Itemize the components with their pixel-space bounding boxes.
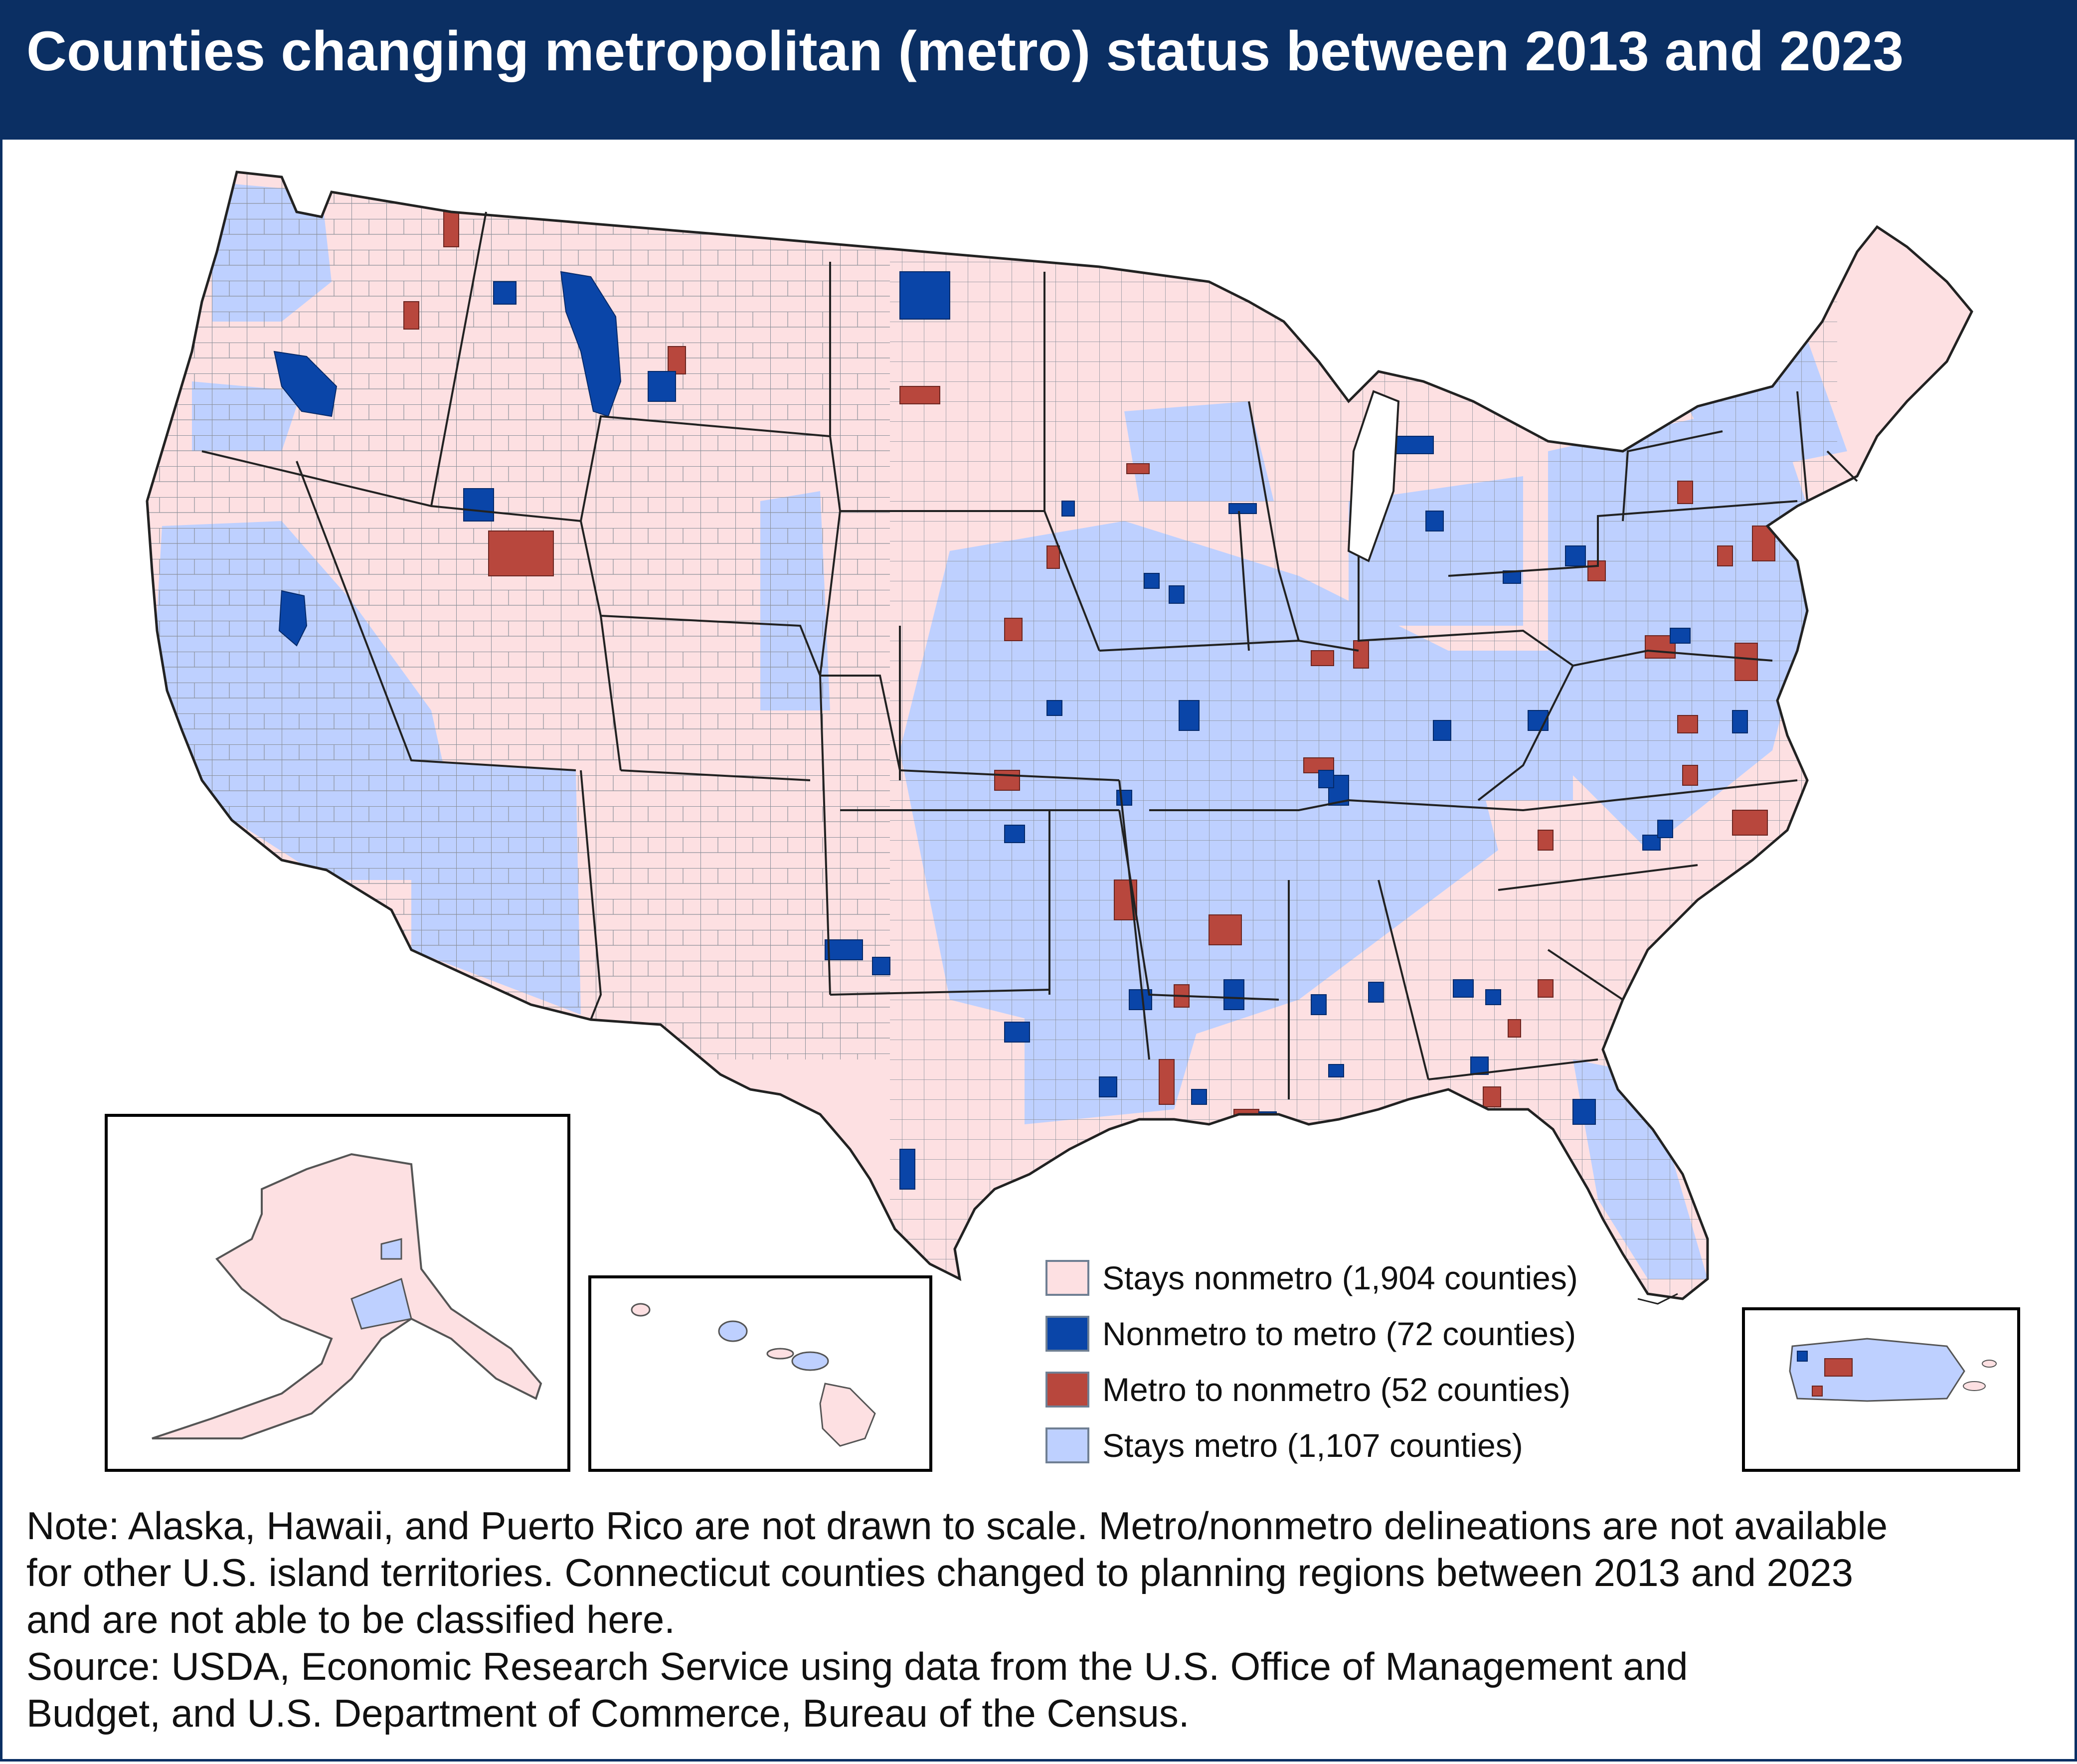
legend-label-stays-metro: Stays metro (1,107 counties) [1102, 1427, 1523, 1464]
florida-keys [1637, 1293, 1678, 1305]
note-line: Note: Alaska, Hawaii, and Puerto Rico ar… [26, 1504, 1888, 1548]
legend-swatch-nonmetro-to-metro [1045, 1316, 1089, 1352]
title-bar: Counties changing metropolitan (metro) s… [2, 2, 2077, 140]
note-line: for other U.S. island territories. Conne… [26, 1551, 1854, 1594]
map-title: Counties changing metropolitan (metro) s… [26, 20, 1904, 82]
legend-swatch-stays-nonmetro [1045, 1260, 1089, 1296]
notes-section: Note: Alaska, Hawaii, and Puerto Rico ar… [26, 1502, 2051, 1737]
puerto-rico-inset [1742, 1307, 2020, 1472]
alaska-shape [152, 1153, 542, 1439]
lake-michigan [1347, 390, 1400, 562]
metro-to-nonmetro-counties [403, 206, 1775, 1132]
legend-label-nonmetro-to-metro: Nonmetro to metro (72 counties) [1102, 1315, 1576, 1352]
nonmetro-to-metro-counties [273, 271, 1748, 1190]
state-boundaries [201, 211, 1858, 1099]
source-line: Source: USDA, Economic Research Service … [26, 1644, 1688, 1688]
source-line: Budget, and U.S. Department of Commerce,… [26, 1691, 1190, 1735]
note-line: and are not able to be classified here. [26, 1597, 675, 1641]
legend-label-stays-nonmetro: Stays nonmetro (1,904 counties) [1102, 1259, 1578, 1296]
alaska-inset [105, 1114, 570, 1472]
legend-label-metro-to-nonmetro: Metro to nonmetro (52 counties) [1102, 1371, 1571, 1408]
hawaii-inset [588, 1275, 932, 1472]
legend-swatch-metro-to-nonmetro [1045, 1372, 1089, 1408]
legend-swatch-stays-metro [1045, 1427, 1089, 1463]
